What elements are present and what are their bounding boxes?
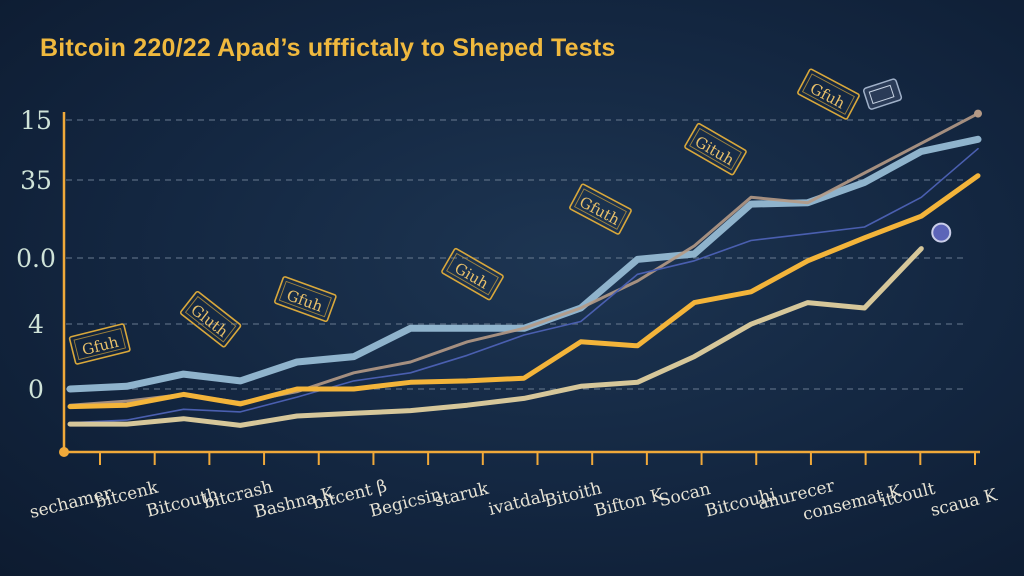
series-line-2 — [69, 147, 979, 424]
annotation-inner-box-2 — [278, 280, 332, 318]
annotation-inner-box-6 — [801, 73, 855, 115]
x-tick-label-7: staruk — [432, 479, 491, 512]
annotation-label-1: Gluth — [187, 301, 232, 341]
annotation-label-4: Gfuth — [576, 193, 623, 229]
annotation-box-3 — [441, 247, 504, 301]
series-line-0 — [66, 135, 982, 393]
annotation-label-3: Giuh — [451, 259, 492, 293]
chart-title: Bitcoin 220/22 Apad’s ufffictaly to Shep… — [40, 34, 616, 62]
y-tick-label-1: 35 — [20, 166, 52, 195]
annotation-inner-box-5 — [689, 127, 742, 171]
annotation-box-5 — [684, 122, 747, 176]
annotation-box-4 — [569, 183, 632, 235]
annotation-inner-box-0 — [73, 327, 127, 361]
annotation-tag-4: Gfuth — [569, 183, 632, 235]
annotation-tag-6: Gfuh — [797, 68, 860, 120]
series-line-1 — [68, 112, 980, 407]
y-tick-label-0: 15 — [20, 106, 52, 135]
annotation-inner-box-3 — [446, 252, 499, 296]
x-tick-label-16: scaua K — [929, 485, 1000, 521]
x-tick-label-8: ivatdal — [487, 486, 549, 520]
annotation-box-2 — [274, 276, 337, 323]
annotation-box-6 — [797, 68, 860, 120]
end-marker-icon — [931, 222, 952, 243]
x-tick-label-10: Bifton K — [592, 485, 665, 521]
annotation-label-6: Gfuh — [807, 79, 848, 112]
series-line-4 — [67, 246, 924, 428]
annotation-label-5: Gituh — [692, 133, 738, 170]
annotation-label-2: Gfuh — [284, 286, 325, 316]
annotation-tag-3: Giuh — [441, 247, 504, 301]
y-tick-label-4: 0 — [28, 375, 44, 404]
annotation-tag-0: Gfuh — [68, 323, 131, 365]
annotation-tag-2: Gfuh — [274, 276, 337, 323]
y-tick-label-3: 4 — [28, 310, 44, 339]
axis-origin-dot — [59, 447, 69, 457]
annotation-tag-5: Gituh — [684, 122, 747, 176]
device-icon-screen — [868, 84, 895, 105]
annotation-tag-1: Gluth — [179, 290, 242, 348]
device-icon-body — [863, 78, 903, 110]
device-icon — [863, 78, 903, 110]
annotation-box-0 — [68, 323, 131, 365]
annotation-inner-box-4 — [573, 188, 627, 230]
series-endpoint-1 — [974, 109, 982, 118]
annotation-box-1 — [179, 290, 242, 348]
series-line-3 — [67, 173, 981, 410]
y-tick-label-2: 0.0 — [16, 244, 56, 273]
annotation-inner-box-1 — [184, 295, 237, 343]
